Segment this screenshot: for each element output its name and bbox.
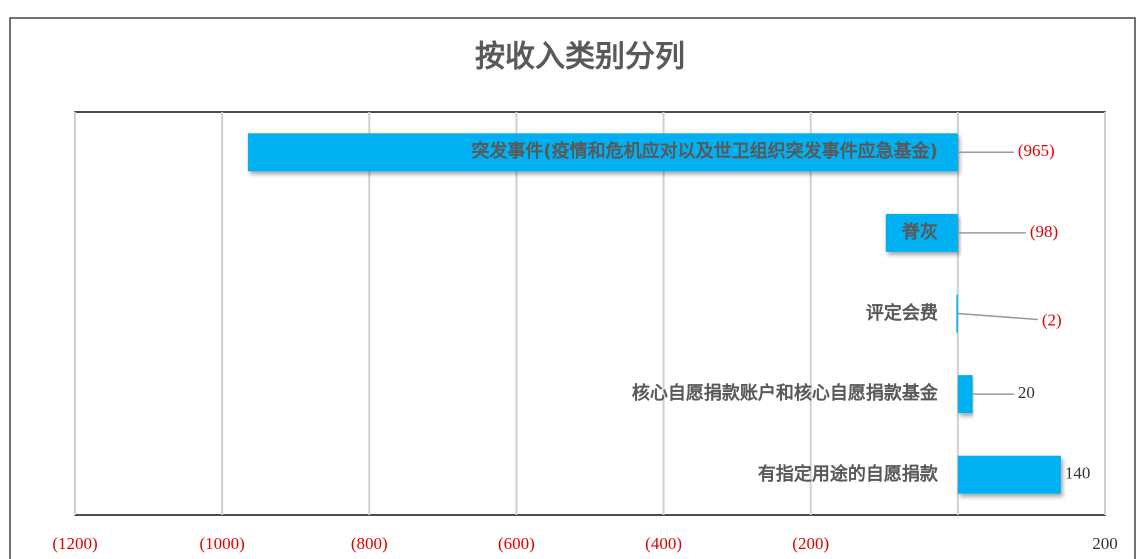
value-label: (965) bbox=[1018, 141, 1055, 160]
bar bbox=[247, 133, 958, 172]
category-label: 突发事件(疫情和危机应对以及世卫组织突发事件应急基金) bbox=[471, 141, 938, 163]
value-label: (2) bbox=[1042, 310, 1062, 329]
category-label-wrap: 脊灰 bbox=[398, 193, 938, 273]
chart-frame bbox=[9, 17, 1136, 559]
x-tick-label: 200 bbox=[1092, 534, 1118, 553]
x-tick-label: (600) bbox=[498, 534, 535, 553]
category-label-wrap: 有指定用途的自愿捐款 bbox=[398, 435, 938, 515]
category-label-wrap: 突发事件(疫情和危机应对以及世卫组织突发事件应急基金) bbox=[398, 112, 938, 192]
chart-title: 按收入类别分列 bbox=[475, 40, 685, 75]
value-label: (98) bbox=[1030, 222, 1058, 241]
category-label-box: 核心自愿捐款账户和核心自愿捐款基金 bbox=[398, 354, 938, 434]
bar bbox=[885, 213, 958, 252]
category-label: 脊灰 bbox=[901, 221, 938, 243]
x-tick-label: (1000) bbox=[199, 534, 244, 553]
x-tick-label: (200) bbox=[792, 534, 829, 553]
value-label: 140 bbox=[1065, 464, 1091, 483]
x-tick-label: (1200) bbox=[52, 534, 97, 553]
category-label-box: 评定会费 bbox=[398, 274, 938, 354]
leader-line bbox=[957, 312, 1038, 321]
x-tick-label: (400) bbox=[645, 534, 682, 553]
category-label-box: 有指定用途的自愿捐款 bbox=[398, 435, 938, 515]
category-label: 核心自愿捐款账户和核心自愿捐款基金 bbox=[631, 383, 938, 405]
x-tick-label: (800) bbox=[351, 534, 388, 553]
value-label: 20 bbox=[1018, 383, 1035, 402]
category-label-wrap: 评定会费 bbox=[398, 274, 938, 354]
category-label-wrap: 核心自愿捐款账户和核心自愿捐款基金 bbox=[398, 354, 938, 434]
category-label: 评定会费 bbox=[865, 302, 938, 324]
category-label-box: 脊灰 bbox=[398, 193, 938, 273]
bar bbox=[957, 375, 973, 414]
bar bbox=[956, 294, 958, 333]
bar bbox=[957, 455, 1061, 494]
category-label-box: 突发事件(疫情和危机应对以及世卫组织突发事件应急基金) bbox=[398, 112, 938, 192]
category-label: 有指定用途的自愿捐款 bbox=[757, 463, 938, 485]
